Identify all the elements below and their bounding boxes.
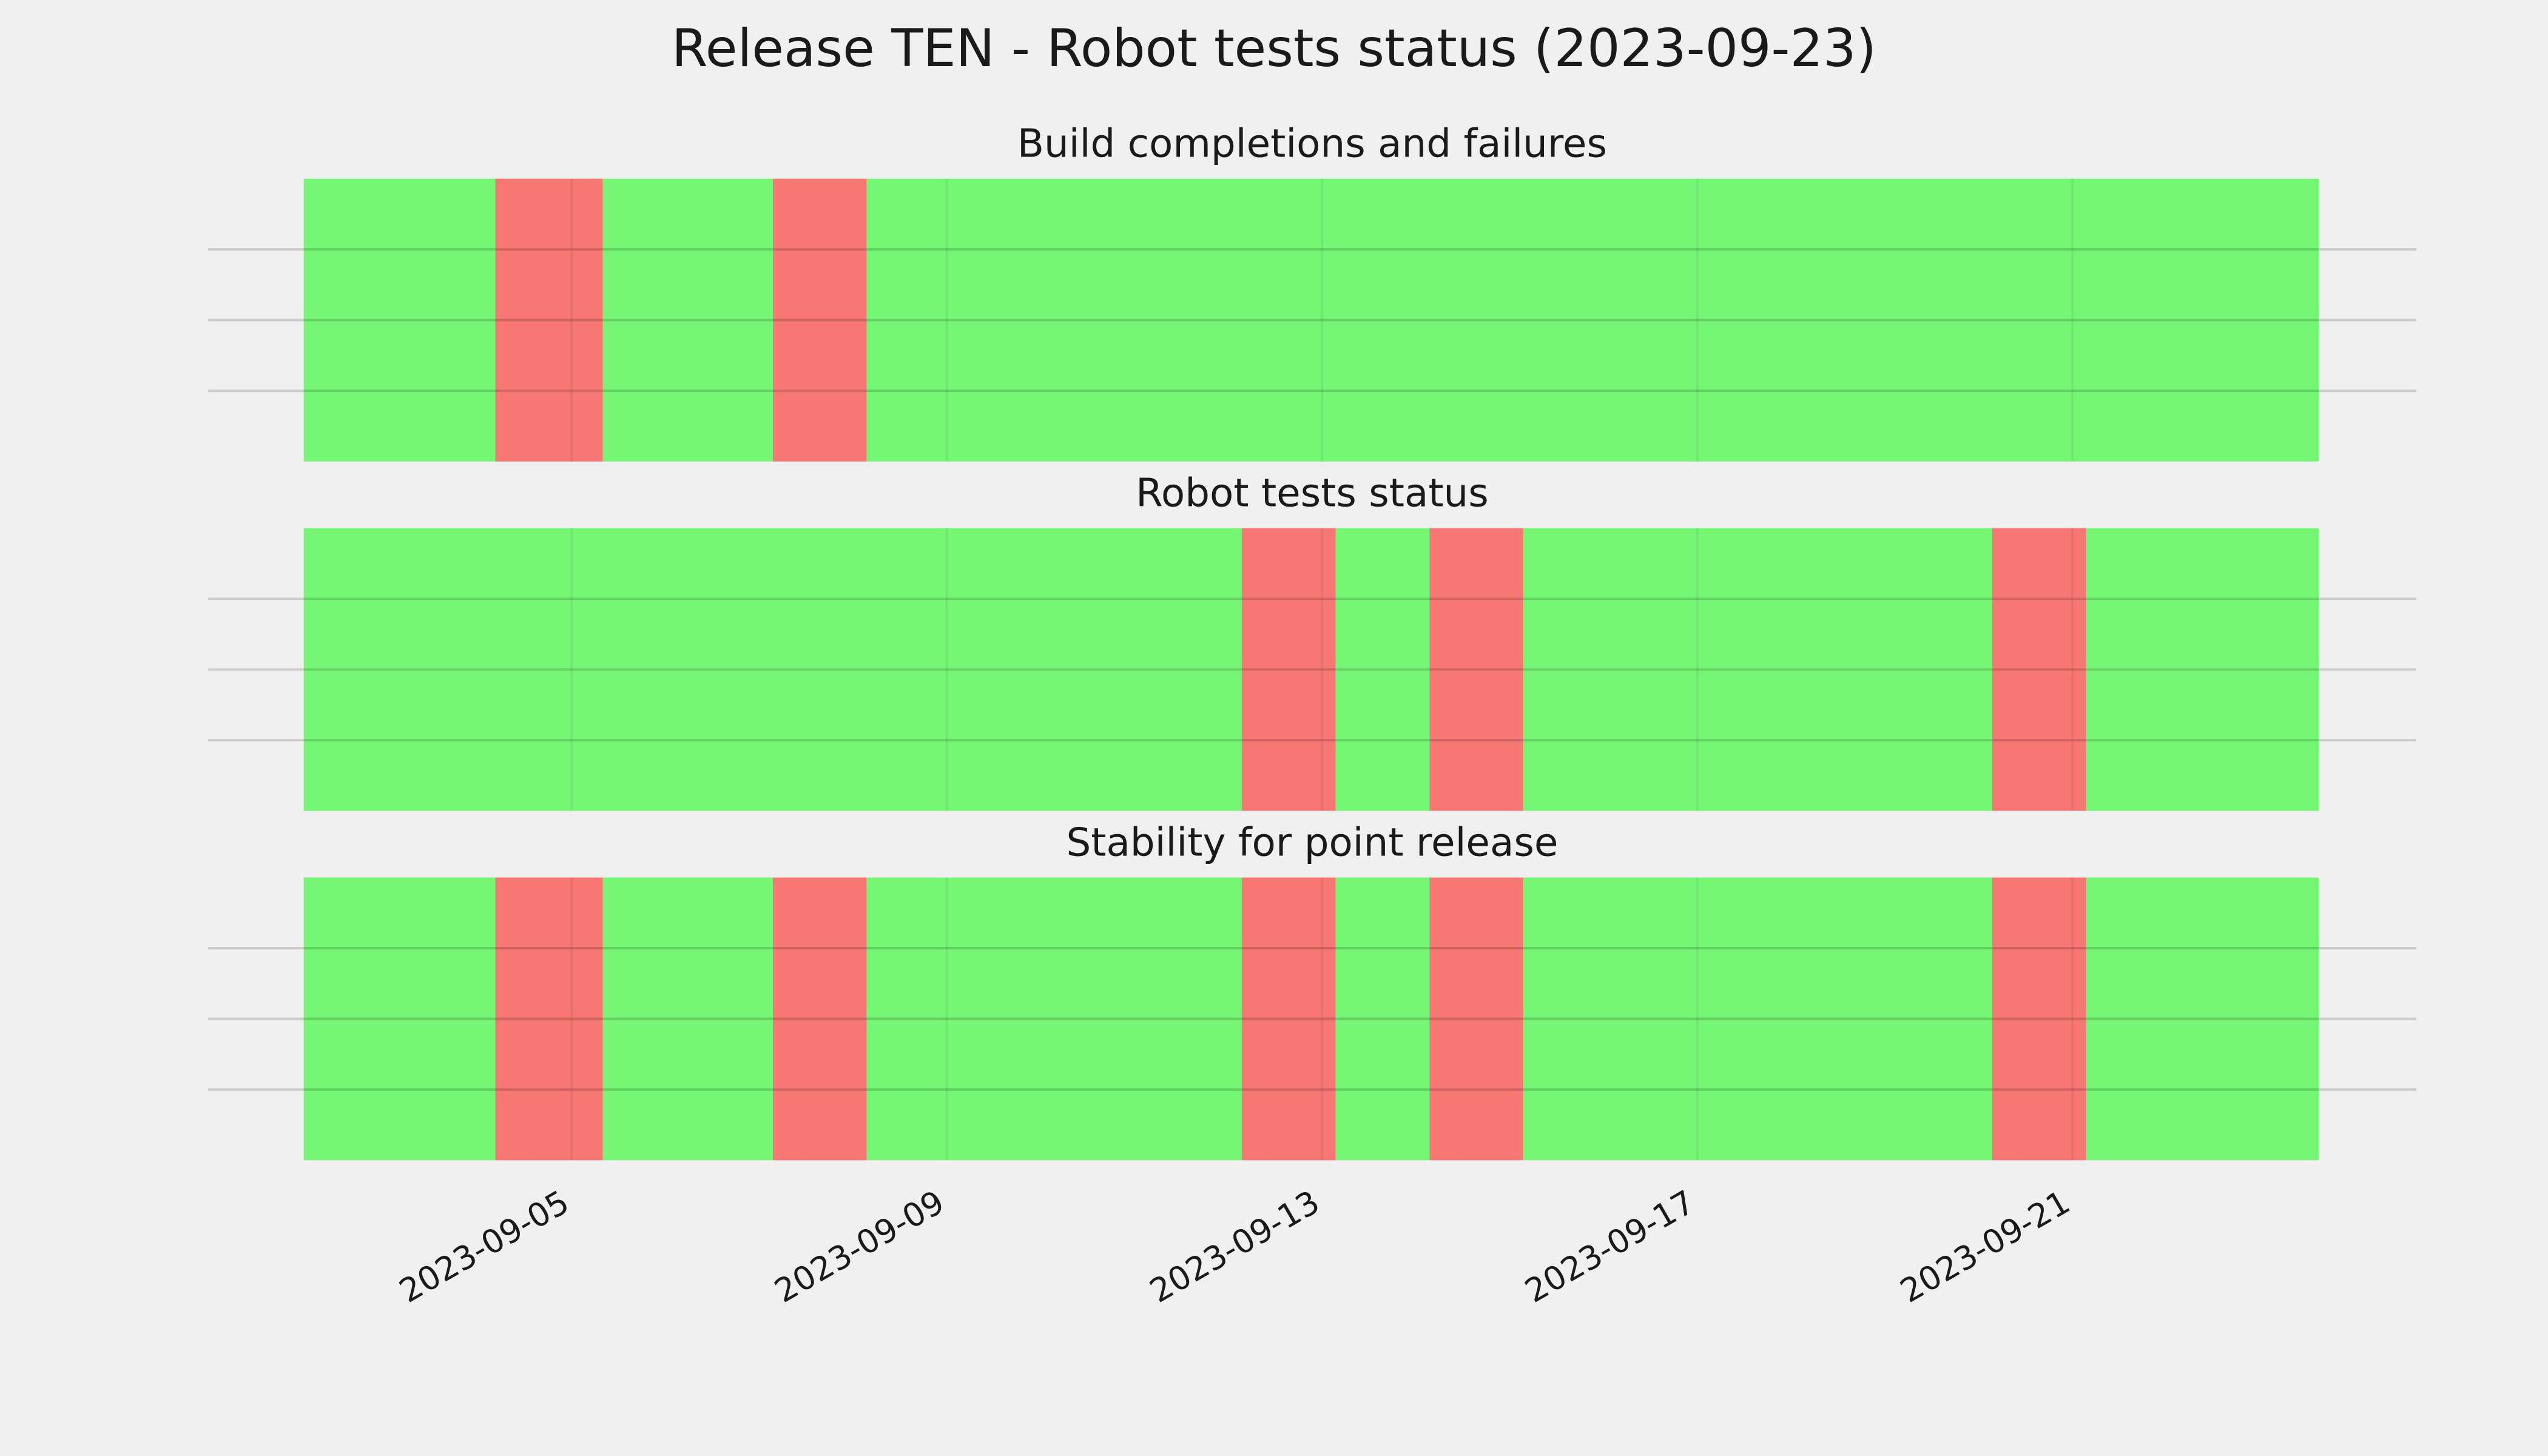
status-span (1429, 877, 1523, 1161)
subplot-title: Robot tests status (1136, 471, 1489, 516)
status-span (866, 178, 2319, 462)
status-span (772, 178, 867, 462)
status-span (303, 877, 496, 1161)
status-span (602, 877, 773, 1161)
status-span (1429, 528, 1523, 811)
status-span (1523, 877, 1992, 1161)
subplot-title: Stability for point release (1067, 820, 1559, 865)
subplot-title: Build completions and failures (1017, 121, 1607, 167)
chart-title: Release TEN - Robot tests status (2023-0… (672, 18, 1876, 79)
status-span (303, 528, 1242, 811)
status-span (495, 178, 603, 462)
status-span (866, 877, 1242, 1161)
status-span (772, 877, 867, 1161)
status-span (495, 877, 603, 1161)
status-span (602, 178, 773, 462)
status-span (1992, 877, 2086, 1161)
status-span (303, 178, 496, 462)
status-span (1335, 528, 1430, 811)
status-span (1241, 528, 1336, 811)
status-span (1523, 528, 1992, 811)
status-span (2086, 877, 2319, 1161)
status-span (1335, 877, 1430, 1161)
status-span (2086, 528, 2319, 811)
status-span (1992, 528, 2086, 811)
status-span (1241, 877, 1336, 1161)
